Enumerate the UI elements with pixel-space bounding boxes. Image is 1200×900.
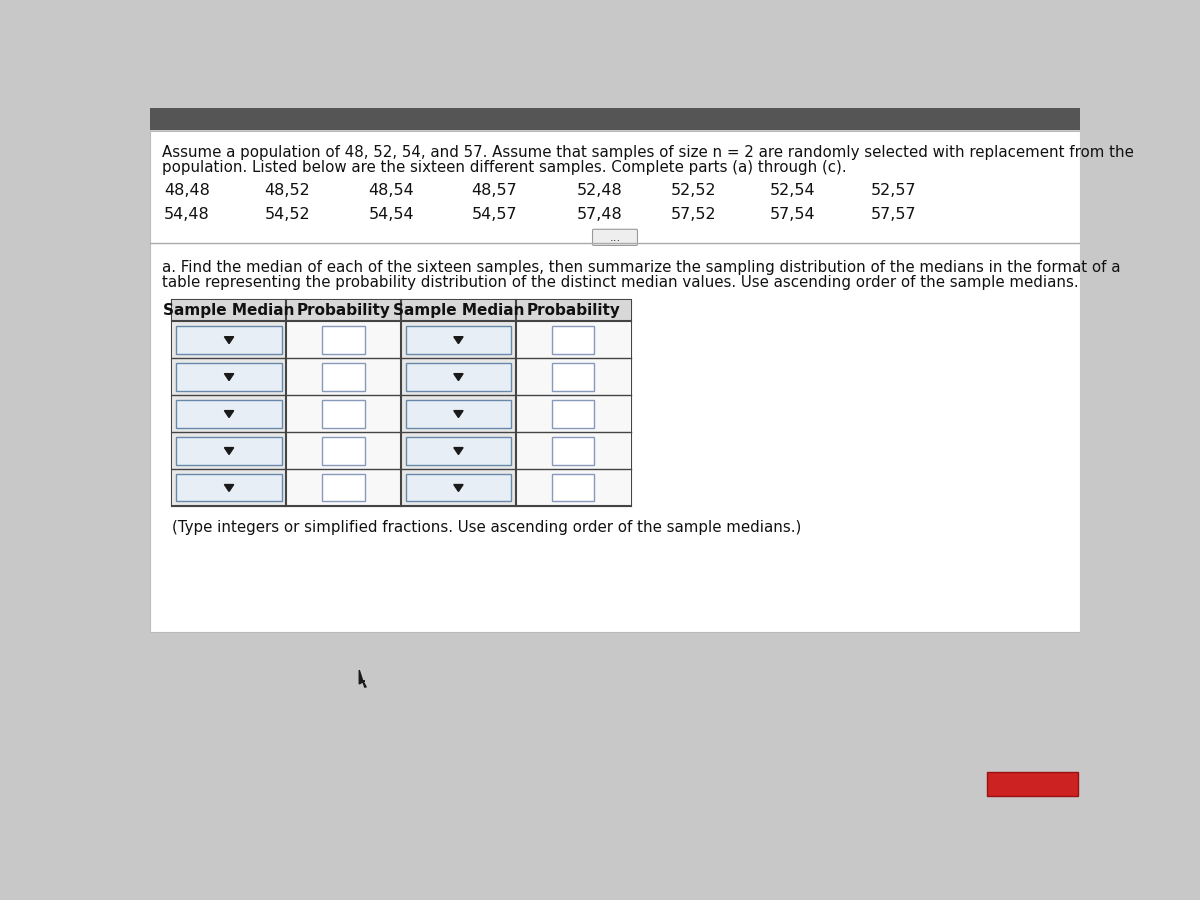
Text: a. Find the median of each of the sixteen samples, then summarize the sampling d: a. Find the median of each of the sixtee… [162, 260, 1120, 274]
Polygon shape [454, 410, 463, 418]
Bar [287, 358, 401, 395]
Bar [176, 326, 282, 354]
Bar [401, 321, 516, 358]
Bar [150, 131, 1080, 632]
Bar [406, 363, 511, 391]
Bar [172, 321, 287, 358]
Text: ...: ... [610, 231, 620, 244]
Polygon shape [224, 447, 234, 454]
Polygon shape [454, 447, 463, 454]
Bar [172, 358, 287, 395]
Text: Probability: Probability [527, 303, 620, 318]
Bar [516, 432, 630, 469]
Text: 52,48: 52,48 [576, 184, 622, 199]
Bar [406, 400, 511, 428]
Polygon shape [454, 337, 463, 344]
Polygon shape [224, 374, 234, 381]
Text: 48,57: 48,57 [472, 184, 517, 199]
Text: (Type integers or simplified fractions. Use ascending order of the sample median: (Type integers or simplified fractions. … [172, 520, 802, 535]
Text: 54,48: 54,48 [164, 207, 210, 221]
Bar [516, 321, 630, 358]
Text: 48,52: 48,52 [265, 184, 311, 199]
Text: 52,52: 52,52 [671, 184, 716, 199]
Bar [516, 395, 630, 432]
Bar [401, 469, 516, 506]
Bar [323, 400, 365, 428]
Bar [552, 473, 594, 501]
FancyBboxPatch shape [593, 230, 637, 246]
Bar [323, 326, 365, 354]
Polygon shape [224, 410, 234, 418]
Polygon shape [454, 484, 463, 491]
Bar [406, 473, 511, 501]
Bar [401, 432, 516, 469]
Bar [552, 400, 594, 428]
Bar [552, 326, 594, 354]
Bar [176, 400, 282, 428]
Bar [401, 395, 516, 432]
Bar [516, 469, 630, 506]
Bar [406, 326, 511, 354]
Text: 54,57: 54,57 [472, 207, 517, 221]
Text: 52,54: 52,54 [770, 184, 816, 199]
Text: Sample Median: Sample Median [392, 303, 524, 318]
Bar [287, 395, 401, 432]
Text: 54,54: 54,54 [368, 207, 414, 221]
Bar [176, 473, 282, 501]
Bar [287, 321, 401, 358]
Bar [401, 358, 516, 395]
Text: 57,48: 57,48 [576, 207, 622, 221]
Bar [287, 469, 401, 506]
Text: Estima: Estima [160, 110, 223, 128]
Bar [552, 363, 594, 391]
Text: 57,54: 57,54 [770, 207, 816, 221]
Bar [176, 436, 282, 464]
Polygon shape [224, 484, 234, 491]
Bar [172, 432, 287, 469]
Polygon shape [454, 374, 463, 381]
Bar [323, 436, 365, 464]
Bar [172, 469, 287, 506]
Bar [172, 300, 630, 506]
Text: 52,57: 52,57 [871, 184, 917, 199]
Text: 57,57: 57,57 [871, 207, 917, 221]
Polygon shape [224, 337, 234, 344]
Text: 48,48: 48,48 [164, 184, 210, 199]
Bar [176, 363, 282, 391]
Bar [516, 358, 630, 395]
Text: Probability: Probability [296, 303, 391, 318]
Bar [406, 436, 511, 464]
Polygon shape [359, 670, 366, 687]
Text: 57,52: 57,52 [671, 207, 716, 221]
Text: population. Listed below are the sixteen different samples. Complete parts (a) t: population. Listed below are the sixteen… [162, 160, 846, 176]
Text: table representing the probability distribution of the distinct median values. U: table representing the probability distr… [162, 275, 1079, 290]
Text: 54,52: 54,52 [265, 207, 311, 221]
Bar [287, 432, 401, 469]
Text: Sample Median: Sample Median [163, 303, 295, 318]
Text: Assume a population of 48, 52, 54, and 57. Assume that samples of size n = 2 are: Assume a population of 48, 52, 54, and 5… [162, 145, 1134, 160]
Bar [172, 395, 287, 432]
Bar [986, 771, 1079, 796]
Bar [172, 300, 630, 321]
Bar [323, 473, 365, 501]
Bar [150, 108, 1080, 130]
Text: 48,54: 48,54 [368, 184, 414, 199]
Bar [552, 436, 594, 464]
Bar [323, 363, 365, 391]
